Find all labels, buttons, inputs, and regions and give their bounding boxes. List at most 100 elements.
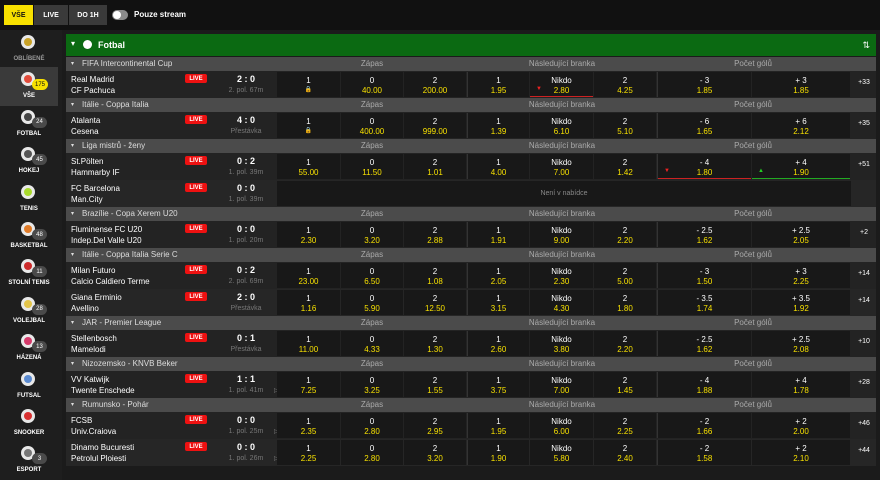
odds-cell[interactable]: 1 1.16 <box>277 290 340 315</box>
odds-value[interactable]: 2.20 <box>617 236 633 245</box>
league-header[interactable]: ▾ Brazílie - Copa Xerem U20 Zápas Následují… <box>66 207 876 221</box>
odds-value[interactable]: 2.30 <box>300 236 317 245</box>
odds-cell[interactable]: 2 5.00 <box>594 263 656 288</box>
odds-cell[interactable]: 2 2.40 <box>594 440 656 465</box>
odds-value[interactable]: 7.00 <box>553 386 570 395</box>
stream-only-toggle[interactable] <box>112 10 128 20</box>
odds-cell[interactable]: Nikdo 2.80 ▼ <box>530 72 593 97</box>
odds-value[interactable]: 1.90 <box>793 168 809 177</box>
odds-value[interactable]: 2.40 <box>617 454 633 463</box>
match-row[interactable]: Giana Erminio Avellino LIVE 2 : 0 Přestávka 1… <box>66 289 876 316</box>
match-row[interactable]: Fluminense FC U20 Indep.Del Valle U20 LIVE… <box>66 221 876 248</box>
league-header[interactable]: ▾ Itálie - Coppa Italia Zápas Následující b… <box>66 98 876 112</box>
odds-cell[interactable]: 1 2.60 <box>467 331 529 356</box>
sidebar-item-7[interactable]: 28 VOLEJBAL <box>0 292 58 331</box>
chevron-down-icon[interactable]: ▾ <box>71 361 75 367</box>
odds-cell[interactable]: 2 12.50 <box>404 290 466 315</box>
odds-value[interactable]: 1.80 <box>696 168 713 177</box>
sidebar-item-6[interactable]: 11 STOLNÍ TENIS <box>0 254 58 293</box>
odds-value[interactable]: 40.00 <box>361 86 383 95</box>
odds-value[interactable]: 1.62 <box>696 236 713 245</box>
odds-value[interactable]: 1.85 <box>696 86 713 95</box>
odds-cell[interactable]: 2 4.25 <box>594 72 656 97</box>
odds-cell[interactable]: 0 11.50 <box>341 154 403 179</box>
odds-cell[interactable]: 1 23.00 <box>277 263 340 288</box>
odds-cell[interactable]: - 3 1.50 <box>657 263 751 288</box>
odds-cell[interactable]: 1 2.05 <box>467 263 529 288</box>
odds-cell[interactable]: 1 2.25 <box>277 440 340 465</box>
odds-cell[interactable]: 0 40.00 <box>341 72 403 97</box>
odds-value[interactable]: 1.65 <box>696 127 713 136</box>
match-row[interactable]: Milan Futuro Calcio Caldiero Terme LIVE 0 :… <box>66 262 876 289</box>
odds-cell[interactable]: - 3.5 1.74 <box>657 290 751 315</box>
odds-value[interactable]: 55.00 <box>298 168 319 177</box>
odds-value[interactable]: 2.05 <box>490 277 507 286</box>
odds-cell[interactable]: + 3.5 1.92 <box>752 290 850 315</box>
odds-value[interactable]: 1.91 <box>490 236 507 245</box>
sport-header[interactable]: ▾ Fotbal ⇅ <box>66 34 876 56</box>
odds-value[interactable]: 1.92 <box>793 304 809 313</box>
chevron-down-icon[interactable]: ▾ <box>71 320 75 326</box>
odds-cell[interactable]: 1 55.00 <box>277 154 340 179</box>
sidebar-item-8[interactable]: 13 HÁZENÁ <box>0 329 58 368</box>
odds-value[interactable]: 11.50 <box>362 168 382 177</box>
chevron-down-icon[interactable]: ▾ <box>71 402 75 408</box>
odds-cell[interactable]: 2 1.08 <box>404 263 466 288</box>
odds-value[interactable]: 2.95 <box>427 427 443 436</box>
chevron-down-icon[interactable]: ▾ <box>71 252 75 258</box>
odds-value[interactable]: 3.20 <box>364 236 380 245</box>
odds-cell[interactable]: + 2.5 2.05 <box>752 222 850 247</box>
odds-cell[interactable]: 2 1.45 <box>594 372 656 397</box>
league-header[interactable]: ▾ Rumunsko - Pohár Zápas Následující branka… <box>66 398 876 412</box>
odds-value[interactable]: 1.74 <box>696 304 713 313</box>
sidebar-item-11[interactable]: 3 ESPORT <box>0 441 58 480</box>
odds-cell[interactable]: 1 7.25 <box>277 372 340 397</box>
odds-value[interactable]: 2.20 <box>617 345 633 354</box>
sidebar-item-10[interactable]: SNOOKER <box>0 404 58 443</box>
more-markets-count[interactable]: +35 <box>858 120 870 127</box>
odds-value[interactable]: 1.01 <box>427 168 443 177</box>
odds-value[interactable]: 999.00 <box>422 127 448 136</box>
odds-cell[interactable]: 2 2.88 <box>404 222 466 247</box>
odds-cell[interactable]: - 3 1.85 <box>657 72 751 97</box>
odds-value[interactable]: 1.95 <box>490 427 507 436</box>
odds-value[interactable]: 2.35 <box>300 427 317 436</box>
odds-value[interactable]: 3.75 <box>490 386 507 395</box>
odds-cell[interactable]: - 2.5 1.62 <box>657 331 751 356</box>
odds-value[interactable]: 2.88 <box>427 236 443 245</box>
odds-cell[interactable]: Nikdo 5.80 <box>530 440 593 465</box>
odds-cell[interactable]: + 3 1.85 <box>752 72 850 97</box>
more-markets-count[interactable]: +44 <box>858 447 870 454</box>
odds-cell[interactable]: 0 3.20 <box>341 222 403 247</box>
odds-value[interactable]: 2.80 <box>364 427 380 436</box>
odds-value[interactable]: 1.66 <box>696 427 713 436</box>
chevron-down-icon[interactable]: ▾ <box>71 61 75 67</box>
odds-value[interactable]: 23.00 <box>298 277 319 286</box>
sidebar-item-9[interactable]: FUTSAL <box>0 367 58 406</box>
league-header[interactable]: ▾ FIFA Intercontinental Cup Zápas Následují… <box>66 57 876 71</box>
odds-cell[interactable]: 0 2.80 <box>341 413 403 438</box>
odds-value[interactable]: 2.00 <box>793 427 809 436</box>
chevron-down-icon[interactable]: ▾ <box>71 143 75 149</box>
odds-cell[interactable]: - 2 1.66 <box>657 413 751 438</box>
odds-cell[interactable]: Nikdo 7.00 <box>530 372 593 397</box>
league-header[interactable]: ▾ Liga mistrů - ženy Zápas Následující bran… <box>66 139 876 153</box>
odds-value[interactable]: 2.80 <box>553 86 570 95</box>
more-markets-count[interactable]: +10 <box>858 338 870 345</box>
odds-cell[interactable]: 1 1.95 <box>467 72 529 97</box>
odds-cell[interactable]: 1 1.90 <box>467 440 529 465</box>
odds-cell[interactable]: Nikdo 9.00 <box>530 222 593 247</box>
more-markets-count[interactable]: +14 <box>858 297 870 304</box>
more-markets-count[interactable]: +14 <box>858 270 870 277</box>
odds-value[interactable]: 6.00 <box>553 427 570 436</box>
odds-value[interactable]: 1.58 <box>696 454 713 463</box>
odds-value[interactable]: 5.80 <box>553 454 570 463</box>
odds-cell[interactable]: 2 2.20 <box>594 222 656 247</box>
odds-cell[interactable]: + 2 2.10 <box>752 440 850 465</box>
odds-cell[interactable]: 1 1.95 <box>467 413 529 438</box>
more-markets-count[interactable]: +28 <box>858 379 870 386</box>
odds-value[interactable]: 1.80 <box>617 304 633 313</box>
odds-cell[interactable]: 1 11.00 <box>277 331 340 356</box>
odds-value[interactable]: 3.20 <box>427 454 443 463</box>
odds-cell[interactable]: 1 🔒 <box>277 113 340 138</box>
